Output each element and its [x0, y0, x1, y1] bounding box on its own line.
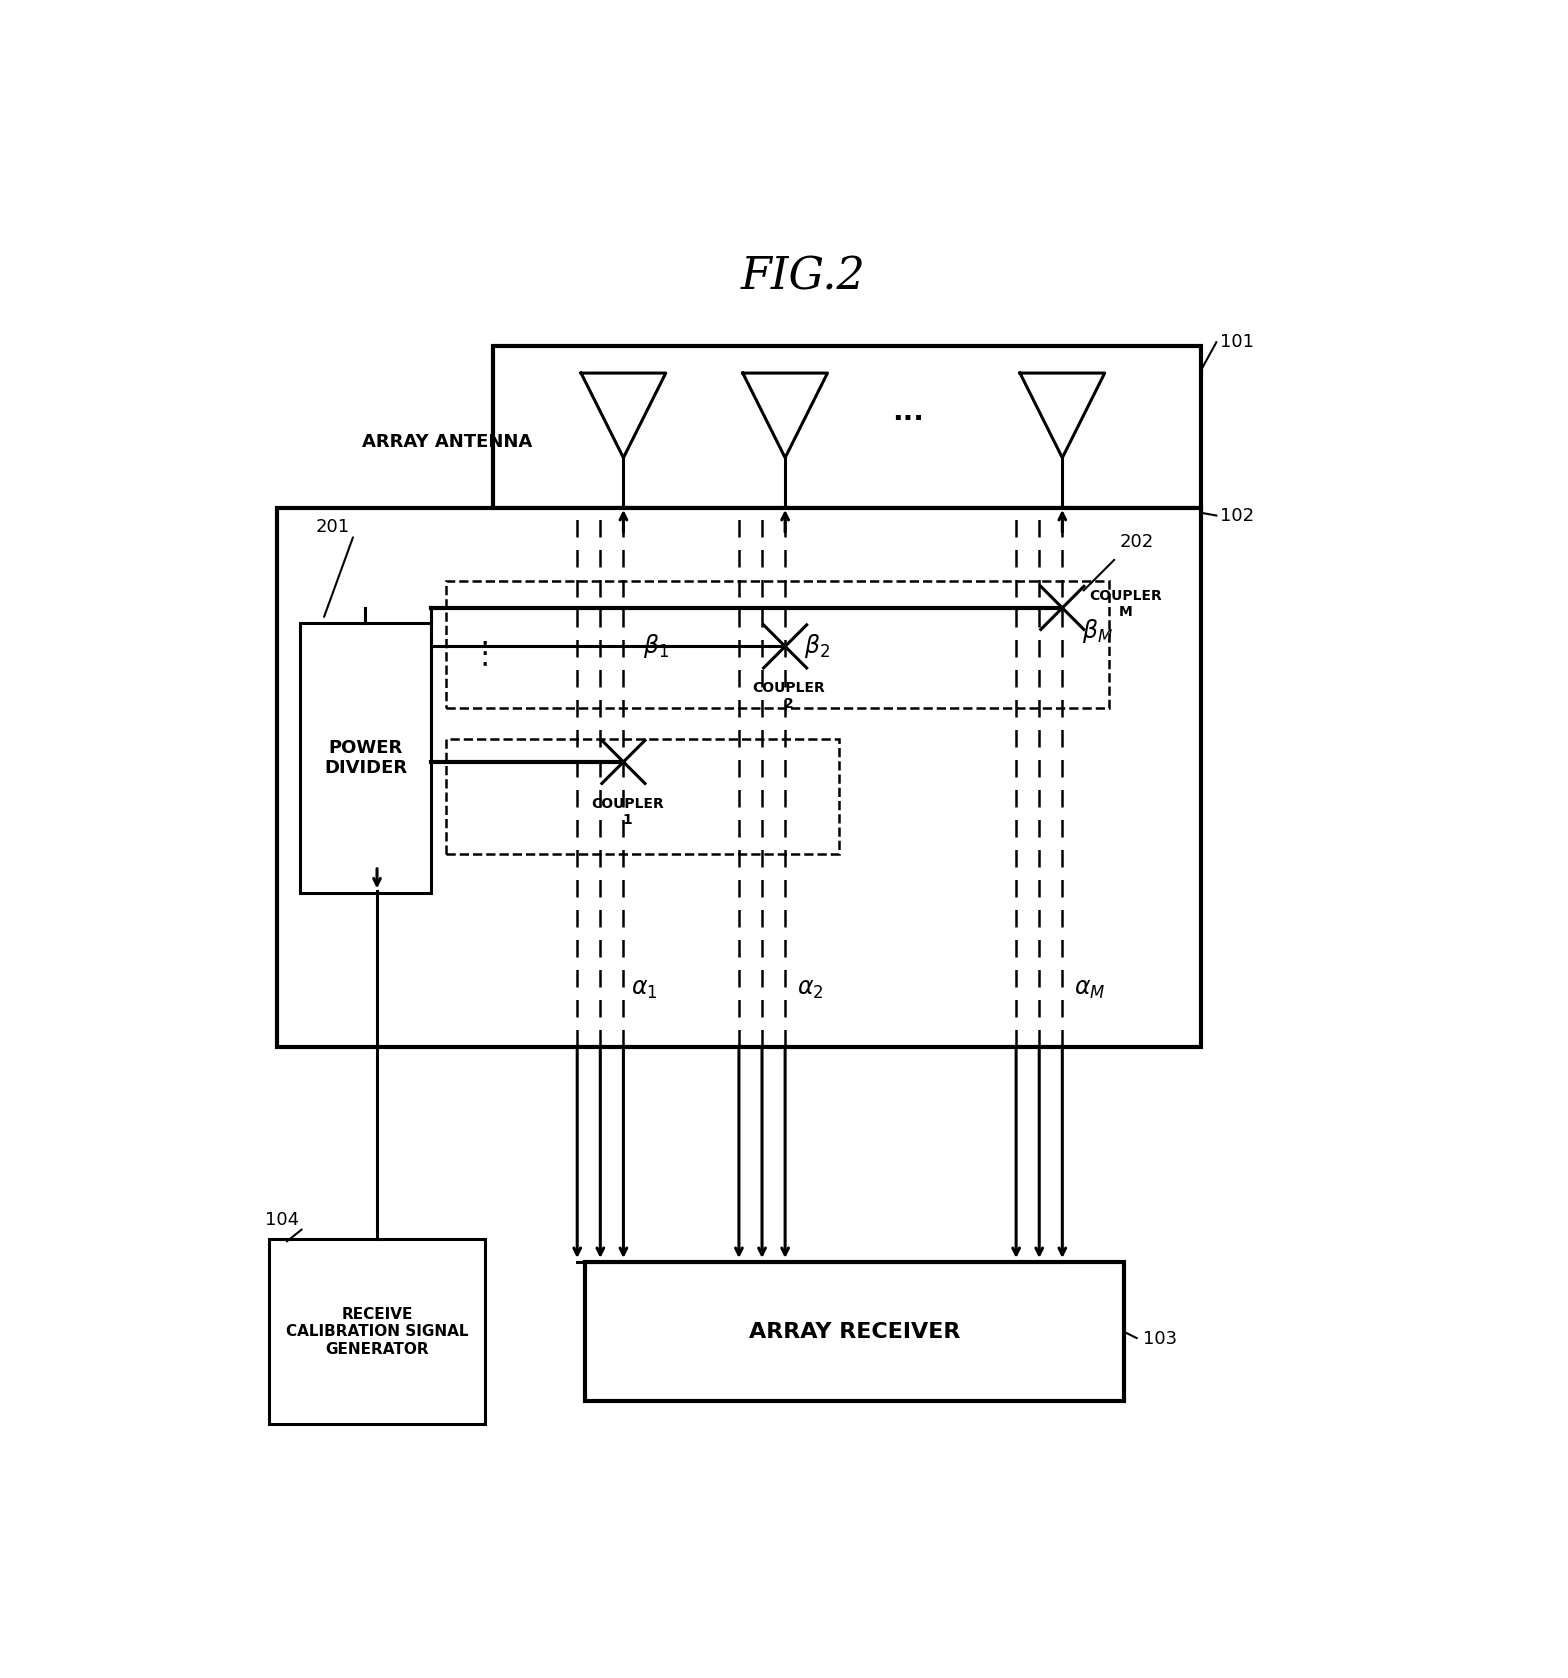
Bar	[492, 346, 1201, 508]
Text: COUPLER
2: COUPLER 2	[753, 681, 825, 711]
Text: ...: ...	[892, 398, 924, 426]
Text: 102: 102	[1220, 507, 1254, 525]
Text: 101: 101	[1220, 334, 1254, 351]
Text: RECEIVE
CALIBRATION SIGNAL
GENERATOR: RECEIVE CALIBRATION SIGNAL GENERATOR	[285, 1307, 469, 1356]
Bar	[447, 581, 1109, 708]
Bar	[278, 508, 1201, 1047]
Text: 201: 201	[315, 519, 350, 535]
Text: $\beta_M$: $\beta_M$	[1082, 618, 1112, 644]
Text: $\beta_2$: $\beta_2$	[804, 633, 831, 661]
Text: ⋮: ⋮	[469, 639, 500, 668]
Bar	[270, 1240, 485, 1425]
Text: COUPLER
M: COUPLER M	[1090, 589, 1162, 619]
Text: $\beta_1$: $\beta_1$	[643, 633, 668, 661]
Text: $\alpha_2$: $\alpha_2$	[797, 977, 823, 1002]
Text: 104: 104	[265, 1212, 299, 1228]
Text: COUPLER
1: COUPLER 1	[591, 797, 663, 827]
Text: $\alpha_1$: $\alpha_1$	[630, 977, 657, 1002]
Bar	[447, 738, 839, 854]
Text: POWER
DIVIDER: POWER DIVIDER	[325, 738, 408, 777]
Text: 103: 103	[1143, 1331, 1178, 1349]
Text: ARRAY RECEIVER: ARRAY RECEIVER	[750, 1322, 960, 1342]
Text: FIG.2: FIG.2	[742, 255, 866, 299]
Text: $\alpha_M$: $\alpha_M$	[1074, 977, 1105, 1002]
Text: ARRAY ANTENNA: ARRAY ANTENNA	[362, 433, 532, 451]
Bar	[299, 623, 431, 893]
Text: 202: 202	[1120, 534, 1154, 552]
Bar	[585, 1262, 1124, 1401]
